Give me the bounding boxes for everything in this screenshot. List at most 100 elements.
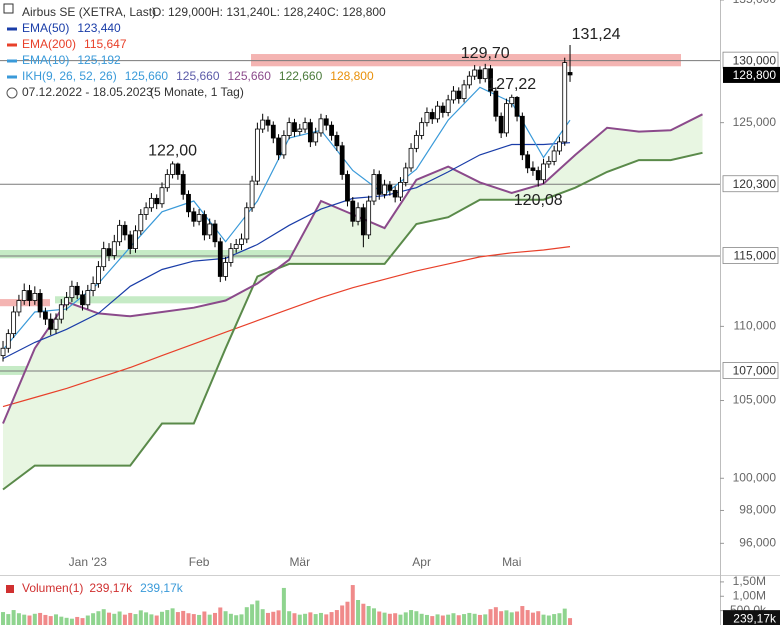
zone [55, 296, 235, 304]
volume-legend-name: Volumen(1) [22, 581, 83, 595]
candle-body [276, 137, 281, 156]
volume-bar [149, 614, 154, 625]
candle-body [424, 112, 430, 124]
candle-body [440, 105, 446, 113]
volume-bar [430, 616, 435, 625]
candle-body [541, 163, 546, 181]
candle-body [106, 248, 112, 256]
candle-body [122, 224, 128, 236]
candle-body [74, 285, 80, 296]
candle-body [11, 311, 17, 335]
volume-bar [207, 614, 212, 625]
candle-body [148, 197, 154, 209]
candle-body [0, 347, 6, 357]
clock-icon [6, 87, 18, 99]
volume-bar [239, 614, 244, 625]
candle-body [477, 69, 483, 80]
candle-body [191, 211, 197, 222]
candle-body [551, 150, 557, 162]
candle-body [329, 124, 334, 136]
candle-body [90, 283, 96, 291]
candle-body [323, 118, 329, 126]
volume-bar [515, 611, 520, 625]
legend-value: 122,660 [279, 69, 323, 83]
volume-bar [313, 614, 318, 625]
candle-body [360, 207, 366, 236]
volume-bar [43, 614, 48, 625]
volume-bar [75, 616, 80, 625]
candle-body [546, 160, 552, 165]
volume-bar [191, 614, 196, 625]
candle-body [313, 132, 319, 143]
volume-bar [54, 614, 59, 625]
candle-body [435, 105, 440, 120]
candle-body [302, 122, 308, 130]
candle-body [265, 119, 271, 126]
volume-bar [440, 615, 445, 625]
legend-value: 125,660 [228, 69, 272, 83]
volume-legend-value: 239,17k [140, 581, 184, 595]
volume-bar [334, 610, 339, 625]
legend: Airbus SE (XETRA, Last) O: 129,000 H: 13… [3, 3, 386, 99]
volume-bar [356, 600, 361, 625]
candle-body [419, 122, 425, 136]
candle-body [138, 214, 144, 232]
candle-body [69, 285, 75, 299]
candle-body [249, 180, 255, 209]
price-annotation: 122,00 [148, 143, 197, 160]
candle-body [80, 294, 85, 306]
volume-bar [255, 600, 260, 625]
candle-body [228, 248, 234, 263]
volume-bar [297, 614, 302, 625]
legend-value: 128,800 [330, 69, 374, 83]
volume-bar [371, 608, 376, 625]
y-tick-label: 105,000 [733, 393, 777, 407]
volume-bar [324, 614, 329, 625]
volume-bar [477, 614, 482, 625]
volume-bar [446, 614, 451, 625]
candle-body [466, 75, 472, 86]
candle-body [482, 68, 488, 80]
period: (5 Monate, 1 Tag) [150, 85, 244, 99]
volume-bar [525, 610, 530, 625]
plot-area [0, 45, 720, 491]
volume-tick-label: 1,50M [733, 574, 766, 588]
volume-marker-box [723, 610, 780, 625]
y-tick-label: 100,000 [733, 470, 777, 484]
candle-body [307, 122, 313, 143]
legend-value: 125,660 [176, 69, 220, 83]
y-tick-label: 125,000 [733, 115, 777, 129]
volume-bar [292, 613, 297, 625]
volume-bar [80, 618, 85, 625]
price-annotation: 127,22 [487, 76, 536, 93]
candle-body [456, 90, 462, 100]
volume-bar [308, 612, 313, 625]
x-tick-label: Mai [502, 555, 521, 569]
volume-bar [398, 614, 403, 625]
price-annotation: 131,24 [572, 26, 621, 43]
volume-bar [366, 606, 371, 625]
candle-body [387, 184, 393, 191]
volume-bar [536, 611, 541, 625]
volume-bar [568, 618, 573, 625]
candle-body [403, 167, 409, 183]
candle-body [281, 135, 287, 156]
candle-body [297, 128, 303, 133]
indicator-line [2, 142, 571, 360]
legend-name: EMA(10) [22, 53, 69, 67]
volume-bar [202, 611, 207, 625]
candle-body [117, 224, 123, 243]
candle-body [260, 119, 266, 130]
volume-marker-label: 239,17k [733, 611, 777, 625]
candle-body [101, 248, 107, 268]
volume-bar [138, 610, 143, 625]
candle-body [567, 72, 573, 76]
volume-bar [59, 616, 64, 625]
y-tick-label: 110,000 [734, 319, 777, 333]
candle-body [111, 241, 117, 256]
zone [0, 250, 300, 259]
price-annotation: 120,08 [514, 192, 563, 209]
volume-bar [456, 615, 461, 625]
